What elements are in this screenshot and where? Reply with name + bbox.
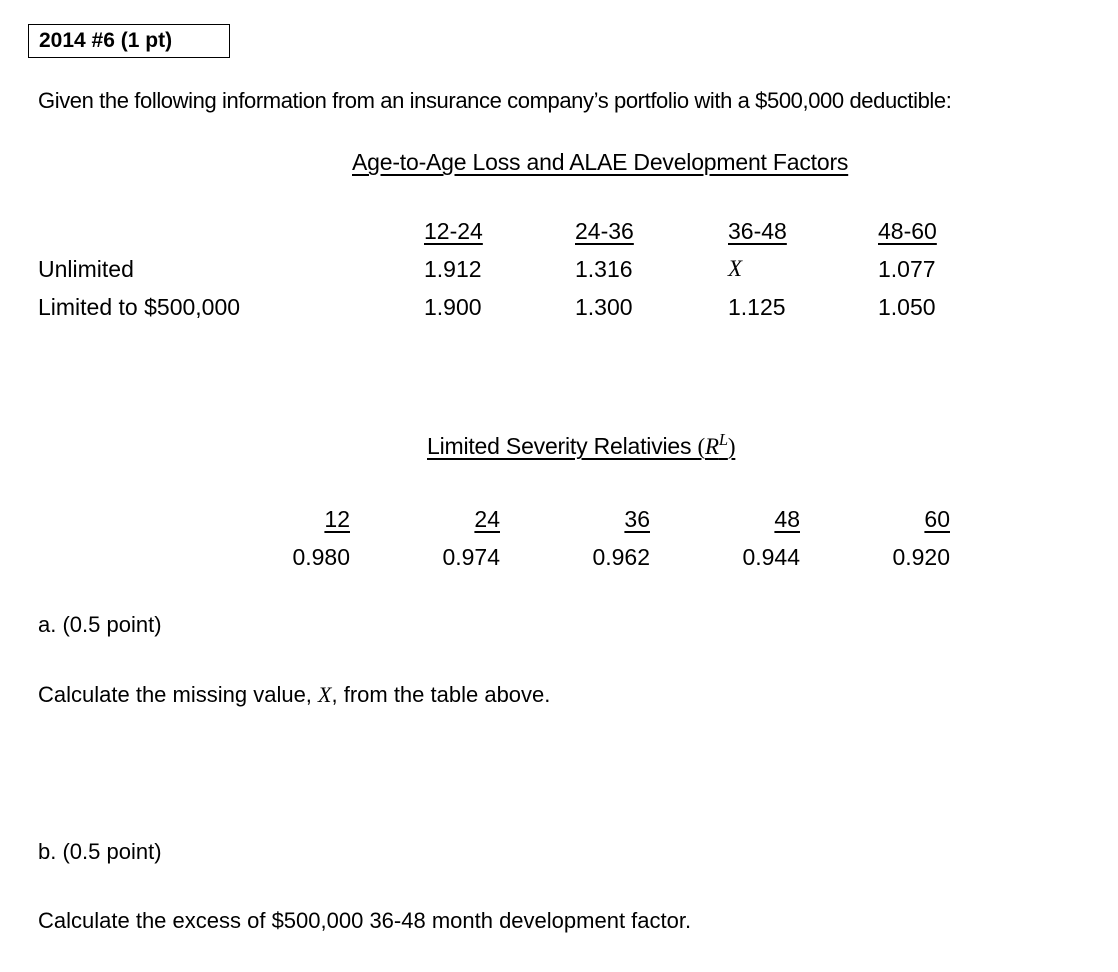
age-to-age-table: 12-24 24-36 36-48 48-60 Unlimited 1.912 … bbox=[38, 212, 978, 326]
part-a-prompt-before: Calculate the missing value, bbox=[38, 682, 319, 707]
part-a-prompt-after: , from the table above. bbox=[331, 682, 551, 707]
question-number-label: 2014 #6 (1 pt) bbox=[39, 29, 173, 52]
question-number-box: 2014 #6 (1 pt) bbox=[28, 24, 230, 58]
part-a-var-x: X bbox=[318, 682, 332, 707]
age-table-row-label: Unlimited bbox=[38, 256, 134, 282]
col-header-label: 24-36 bbox=[575, 218, 634, 244]
age-table-value: 1.300 bbox=[575, 294, 633, 320]
age-table-value: 1.125 bbox=[728, 294, 786, 320]
severity-table-title: Limited Severity Relativies (RL) bbox=[427, 430, 736, 460]
part-b-prompt: Calculate the excess of $500,000 36-48 m… bbox=[38, 908, 692, 933]
age-table-value: 1.912 bbox=[424, 256, 482, 282]
severity-title-var-r: R bbox=[704, 434, 719, 460]
severity-value: 0.944 bbox=[742, 544, 800, 570]
severity-title-superscript-l: L bbox=[718, 430, 728, 449]
severity-title-text: Limited Severity Relativies bbox=[427, 433, 698, 460]
severity-col-header: 60 bbox=[800, 500, 950, 538]
limited-severity-table: 12 24 36 48 60 0.980 0.974 0.962 0.944 0… bbox=[200, 500, 950, 576]
severity-col-header: 12 bbox=[200, 500, 350, 538]
col-header-label: 48 bbox=[774, 506, 800, 532]
col-header-label: 36 bbox=[624, 506, 650, 532]
severity-value: 0.974 bbox=[442, 544, 500, 570]
col-header-label: 60 bbox=[924, 506, 950, 532]
col-header-label: 36-48 bbox=[728, 218, 787, 244]
col-header-label: 12-24 bbox=[424, 218, 483, 244]
col-header-label: 48-60 bbox=[878, 218, 937, 244]
age-table-col-header: 24-36 bbox=[575, 212, 728, 250]
age-table-value: 1.316 bbox=[575, 256, 633, 282]
severity-value: 0.980 bbox=[292, 544, 350, 570]
age-table-row-label: Limited to $500,000 bbox=[38, 294, 241, 320]
part-b-label: b. (0.5 point) bbox=[38, 839, 162, 864]
age-table-title: Age-to-Age Loss and ALAE Development Fac… bbox=[352, 149, 849, 175]
age-table-missing-value-x: X bbox=[728, 256, 743, 281]
severity-col-header: 48 bbox=[650, 500, 800, 538]
severity-col-header: 24 bbox=[350, 500, 500, 538]
age-table-value: 1.050 bbox=[878, 294, 936, 320]
age-table-value: 1.077 bbox=[878, 256, 936, 282]
intro-paragraph: Given the following information from an … bbox=[38, 88, 952, 113]
age-table-col-header: 36-48 bbox=[728, 212, 878, 250]
part-a-prompt: Calculate the missing value, X, from the… bbox=[38, 682, 550, 708]
severity-title-close-paren: ) bbox=[727, 434, 736, 460]
age-table-value: 1.900 bbox=[424, 294, 482, 320]
age-table-col-header: 48-60 bbox=[878, 212, 978, 250]
age-table-col-header: 12-24 bbox=[424, 212, 575, 250]
severity-value: 0.962 bbox=[592, 544, 650, 570]
part-a-label: a. (0.5 point) bbox=[38, 612, 162, 637]
severity-col-header: 36 bbox=[500, 500, 650, 538]
col-header-label: 12 bbox=[324, 506, 350, 532]
age-table-corner-cell bbox=[38, 212, 424, 250]
severity-title-open-paren: ( bbox=[697, 434, 706, 460]
severity-value: 0.920 bbox=[892, 544, 950, 570]
col-header-label: 24 bbox=[474, 506, 500, 532]
